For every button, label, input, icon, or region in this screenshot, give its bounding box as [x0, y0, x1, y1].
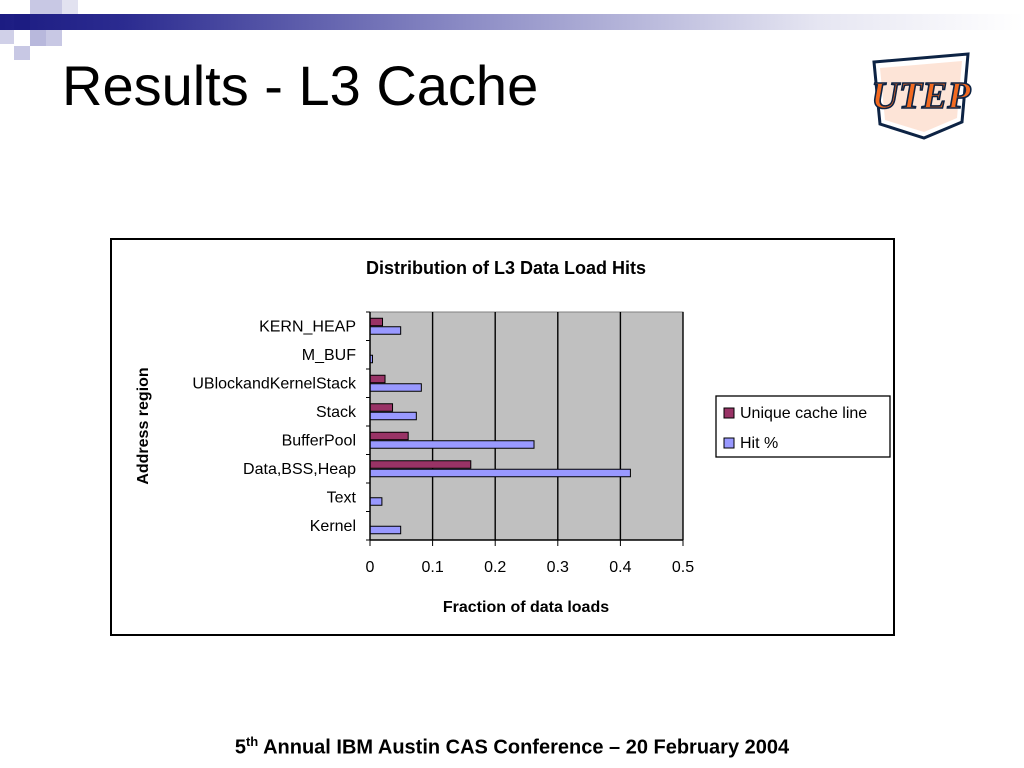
utep-logo-text: UTEP: [871, 75, 971, 117]
bar-hit-percent: [369, 411, 417, 421]
bar-hit-percent: [369, 525, 402, 535]
chart-title: Distribution of L3 Data Load Hits: [366, 258, 646, 278]
bar-hit-percent: [369, 326, 402, 335]
y-tick-label: KERN_HEAP: [259, 318, 356, 335]
bar-hit-percent: [369, 497, 383, 506]
plot-area: [369, 311, 684, 541]
y-tick-label: Stack: [316, 404, 357, 421]
legend-swatch: [723, 407, 735, 419]
bar-hit-percent: [369, 468, 631, 478]
x-tick-label: 0.2: [484, 559, 506, 576]
x-axis-label: Fraction of data loads: [443, 599, 609, 616]
bar-unique-cache-line: [369, 374, 386, 384]
y-tick-label: Kernel: [310, 518, 356, 535]
bar-unique-cache-line: [369, 403, 394, 412]
legend-swatch: [723, 437, 735, 449]
bar-hit-percent: [369, 383, 422, 392]
y-tick-label: BufferPool: [282, 432, 356, 449]
bar-unique-cache-line: [369, 317, 384, 327]
bar-unique-cache-line: [369, 431, 409, 441]
slide-title: Results - L3 Cache: [62, 54, 539, 117]
legend-box: [715, 395, 891, 458]
legend-label: Unique cache line: [740, 405, 867, 422]
legend-label: Hit %: [740, 435, 778, 452]
y-tick-label: M_BUF: [302, 347, 356, 364]
x-tick-label: 0.1: [421, 559, 443, 576]
slide-footer: 5th Annual IBM Austin CAS Conference – 2…: [0, 734, 1024, 760]
y-tick-label: UBlockandKernelStack: [192, 375, 357, 392]
bar-unique-cache-line: [369, 460, 472, 469]
y-tick-label: Text: [327, 489, 357, 506]
footer-text: Annual IBM Austin CAS Conference – 20 Fe…: [258, 736, 790, 759]
y-axis-label: Address region: [135, 367, 152, 484]
chart-frame: KERN_HEAP M_BUF UBlockandKernelStack Stack B…: [110, 238, 895, 636]
footer-ordinal-number: 5: [234, 736, 246, 759]
y-tick-label: Data,BSS,Heap: [243, 461, 356, 478]
title-banner: [0, 14, 1024, 30]
utep-logo: UTEP: [871, 52, 972, 140]
bar-chart: KERN_HEAP M_BUF UBlockandKernelStack Stack B…: [135, 258, 891, 616]
bar-hit-percent: [369, 440, 535, 449]
x-tick-label: 0.4: [609, 559, 631, 576]
corner-squares-decoration: [0, 0, 78, 60]
x-tick-label: 0.3: [547, 559, 569, 576]
x-tick-label: 0.5: [672, 559, 694, 576]
footer-ordinal-suffix: th: [245, 734, 259, 749]
x-tick-label: 0: [366, 559, 375, 576]
